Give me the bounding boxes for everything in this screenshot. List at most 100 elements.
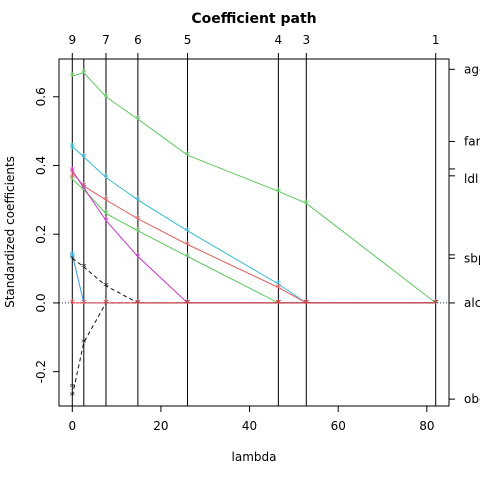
series-line-7 [71,302,436,396]
series-point-0-6: * [304,197,310,210]
series-point-2-7: * [433,297,439,310]
x-tick-label-3: 60 [331,419,346,433]
x-tick-label-2: 40 [242,419,257,433]
plot-frame [58,58,450,407]
series-point-2-6: * [304,297,310,310]
series-point-8-0: * [70,297,76,310]
series-point-7-5: * [276,297,282,310]
series-point-1-3: * [135,194,141,207]
series-point-1-0: * [70,141,76,154]
series-point-3-4: * [185,251,191,264]
series-point-7-6: * [304,297,310,310]
top-tick-label-0: 9 [68,33,76,47]
series-point-6-5: * [276,297,282,310]
series-point-2-2: * [103,194,109,207]
series-point-4-7: * [433,297,439,310]
series-point-6-7: * [433,297,439,310]
x-axis-label: lambda [232,450,277,464]
right-label-obe: obe [464,392,480,406]
y-tick-label-0: -0.2 [34,360,48,383]
series-point-1-5: * [276,278,282,291]
series-point-8-6: * [304,297,310,310]
series-point-8-1: * [81,297,87,310]
top-tick-label-2: 6 [134,33,142,47]
series-line-5 [71,254,436,304]
series-point-4-0: * [70,165,76,178]
y-tick-label-2: 0.2 [34,225,48,244]
series-point-0-1: * [81,67,87,80]
series-point-5-1: * [81,297,87,310]
series-point-2-1: * [81,180,87,193]
series-point-2-0: * [70,166,76,179]
series-point-3-2: * [103,208,109,221]
series-point-7-3: * [135,297,141,310]
series-line-3 [71,178,436,304]
extra-point-3: * [70,142,76,155]
right-label-ldl: ldl [464,172,478,186]
series-point-8-2: * [103,297,109,310]
series-point-8-5: * [276,297,282,310]
series-point-2-3: * [135,213,141,226]
series-point-0-7: * [433,297,439,310]
y-tick-label-1: 0.0 [34,293,48,312]
series-line-6 [72,257,436,304]
series-point-8-3: * [135,297,141,310]
series-point-3-6: * [304,297,310,310]
series-point-5-3: * [135,297,141,310]
series-point-8-7: * [433,297,439,310]
series-point-0-3: * [135,113,141,126]
series-point-1-4: * [185,225,191,238]
x-tick-label-1: 20 [153,419,168,433]
y-axis-label: Standardized coefficients [3,156,17,308]
series-point-2-4: * [185,239,191,252]
series-point-4-2: * [103,214,109,227]
right-label-sbp: sbp [464,251,480,265]
series-point-6-6: * [304,297,310,310]
series-point-4-3: * [135,251,141,264]
top-tick-label-5: 3 [302,33,310,47]
extra-point-1: * [70,251,76,264]
series-point-8-4: * [185,297,191,310]
series-point-6-0: * [70,252,76,265]
series-point-1-6: * [304,297,310,310]
series-point-1-2: * [103,172,109,185]
series-point-4-1: * [81,182,87,195]
series-line-1 [71,146,436,304]
series-point-4-6: * [304,297,310,310]
right-label-alc: alc [464,296,480,310]
right-label-fam: fam [464,134,480,148]
right-label-age: age [464,62,480,76]
series-line-2 [71,172,436,304]
extra-point-0: * [70,381,76,394]
series-point-5-5: * [276,297,282,310]
plot-area: * ************** ******** ******* * ****** * * *… [59,59,449,406]
series-line-4 [71,170,436,304]
chart-title: Coefficient path [191,11,316,27]
top-tick-label-4: 4 [275,33,283,47]
series-point-6-1: * [81,261,87,274]
series-point-5-6: * [304,297,310,310]
series-point-0-2: * [103,91,109,104]
series-point-3-5: * [276,297,282,310]
series-point-7-4: * [185,297,191,310]
series-point-5-0: * [70,249,76,262]
series-point-7-1: * [81,336,87,349]
axes: 0 20 40 60 80 -0.2 0.0 0.2 0.4 0.6 9 7 6 5 4 3 1 age fam ld… [34,33,480,433]
series-point-3-3: * [135,225,141,238]
series-point-7-0: * [70,390,76,403]
series-point-1-1: * [81,151,87,164]
x-tick-label-0: 0 [68,419,76,433]
series-point-4-5: * [276,297,282,310]
series-point-6-4: * [185,297,191,310]
series-point-3-1: * [81,184,87,197]
top-tick-label-1: 7 [102,33,110,47]
series-point-7-7: * [433,297,439,310]
series-point-1-7: * [433,297,439,310]
series-point-2-5: * [276,281,282,294]
series-line-0 [72,72,437,304]
x-tick-label-4: 80 [419,419,434,433]
series-point-0-0: * [70,70,76,83]
extra-point-2: * [70,172,76,185]
y-tick-label-3: 0.4 [34,156,48,175]
